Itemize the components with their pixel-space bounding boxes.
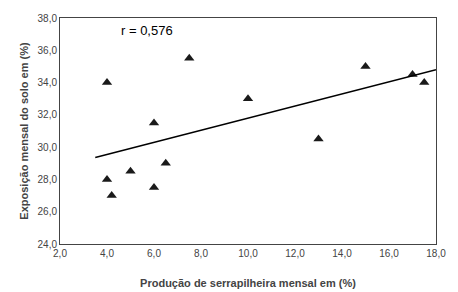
svg-text:26,0: 26,0 [38,206,58,217]
svg-text:Produção de serrapilheira mens: Produção de serrapilheira mensal em (%) [140,277,356,289]
svg-text:38,0: 38,0 [38,13,58,24]
svg-text:4,0: 4,0 [100,248,114,259]
svg-text:16,0: 16,0 [379,248,399,259]
svg-text:28,0: 28,0 [38,174,58,185]
svg-text:10,0: 10,0 [238,248,258,259]
svg-text:34,0: 34,0 [38,77,58,88]
svg-text:24,0: 24,0 [38,239,58,250]
svg-text:12,0: 12,0 [285,248,305,259]
svg-text:2,0: 2,0 [53,248,67,259]
svg-text:14,0: 14,0 [332,248,352,259]
svg-text:r = 0,576: r = 0,576 [121,23,173,38]
svg-text:32,0: 32,0 [38,109,58,120]
svg-text:30,0: 30,0 [38,142,58,153]
svg-text:Exposição mensal do solo em (%: Exposição mensal do solo em (%) [18,42,30,220]
svg-text:6,0: 6,0 [147,248,161,259]
svg-text:8,0: 8,0 [194,248,208,259]
svg-text:18,0: 18,0 [426,248,446,259]
svg-text:36,0: 36,0 [38,45,58,56]
